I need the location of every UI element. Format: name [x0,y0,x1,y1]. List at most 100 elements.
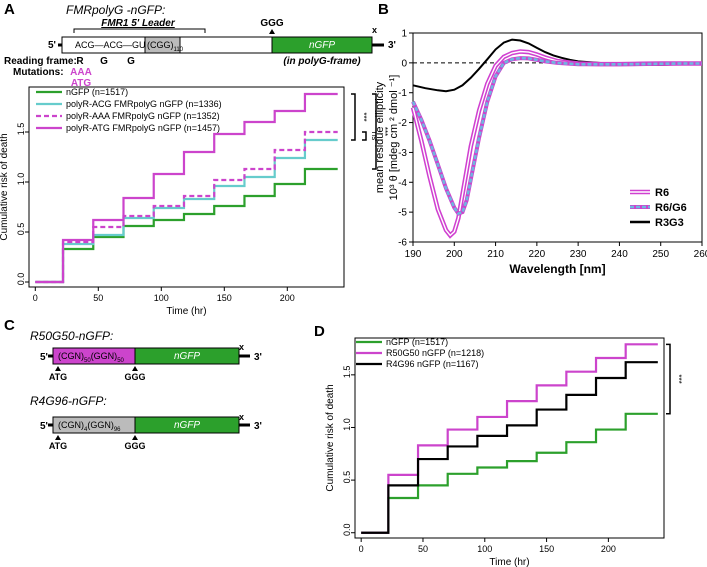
chart-b-y-tick-label: -5 [398,208,407,219]
chart-b-x-tick-label: 200 [446,249,463,260]
chart-a-legend-entry: nGFP (n=1517) [66,87,128,97]
chart-b-x-tick-label: 260 [694,249,707,260]
atg-arrow-c1 [55,366,61,371]
construct-c1: R50G50-nGFP: x 5' (CGN)50(GGN)50 nGFP 3'… [30,329,262,382]
chart-d-x-tick-label: 0 [359,544,364,554]
ngfp-label-c2: nGFP [174,420,200,431]
mutation-aaa: AAA [70,67,92,78]
chart-b-y-axis-label-line2: 10³ θ [mdeg cm ² dmol ⁻¹] [388,75,400,201]
ngfp-box-c2 [134,416,240,434]
ggg-arrow-c2 [132,435,138,440]
chart-a: 0 50 100 150 200 0.0 0.5 1.0 1.5 Time (hr) Cumulat… [0,86,389,317]
chart-b-x-tick-label: 250 [652,249,669,260]
chart-b-x-tick-label: 240 [611,249,628,260]
repeat-text-c2: (CGN)4(GGN)96 [58,420,121,433]
chart-d-legend-entry: R4G96 nGFP (n=1167) [386,359,478,369]
stop-x-c1: x [239,342,244,352]
three-prime-c2: 3' [254,421,262,432]
chart-b-x-axis-label: Wavelength [nm] [509,262,605,276]
chart-b-x-tick-label: 220 [529,249,546,260]
atg-label-c2: ATG [49,441,67,451]
five-prime-a: 5' [48,40,56,51]
in-frame-label: (in polyG-frame) [283,56,361,67]
chart-d-x-tick-label: 200 [601,544,616,554]
cgg-repeat-text: (CGG)110 [147,40,184,53]
chart-a-significance-label: ns [370,132,379,140]
chart-a-significance-label: *** [380,127,389,136]
panel-label-a: A [4,1,15,18]
chart-d-x-tick-label: 100 [477,544,492,554]
chart-a-y-tick-label: 0.0 [16,273,26,286]
chart-a-x-tick-label: 100 [154,293,169,303]
ngfp-box-c1 [134,347,240,365]
frame-letter-3: G [127,56,135,67]
chart-b-legend-entry: R6 [655,187,669,199]
ggg-label-c2: GGG [124,441,145,451]
frame-letter-1: R [76,56,84,67]
chart-a-significance-label: *** [359,112,368,121]
panel-label-d: D [314,323,325,340]
chart-b-x-tick-label: 190 [405,249,422,260]
mutation-atg: ATG [71,78,92,89]
chart-b-y-tick-label: 1 [401,29,407,40]
chart-a-series-line [35,138,338,284]
chart-d-y-tick-label: 1.0 [342,418,352,431]
chart-a-series-line [35,130,338,284]
ggg-label-a: GGG [260,18,284,29]
three-prime-a: 3' [388,40,396,51]
frame-letter-2: G [100,56,108,67]
ngfp-label-a: nGFP [309,40,335,51]
chart-b-y-tick-label: -2 [398,118,407,129]
chart-a-x-tick-label: 200 [280,293,295,303]
chart-b-series-line-inner [411,56,702,216]
leader-bracket [73,28,206,33]
construct-c2: R4G96-nGFP: x 5' (CGN)4(GGN)96 nGFP 3' A… [30,394,262,451]
ngfp-label-c1: nGFP [174,351,200,362]
chart-d-y-tick-label: 0.0 [342,523,352,536]
chart-d-plot-frame [354,337,665,539]
chart-d-x-tick-label: 50 [418,544,428,554]
three-prime-c1: 3' [254,352,262,363]
ggg-arrow-c1 [132,366,138,371]
chart-d: 0 50 100 150 200 0.0 0.5 1.0 1.5 Time (hr) Cumulat… [325,337,683,567]
chart-a-y-tick-label: 0.5 [16,223,26,236]
chart-b-y-axis-label-line1: mean residue ellipticity [374,81,386,193]
chart-d-x-axis-label: Time (hr) [489,557,529,567]
stop-x-c2: x [239,412,244,422]
chart-b-x-tick-label: 230 [570,249,587,260]
chart-a-x-tick-label: 50 [93,293,103,303]
construct-c1-title: R50G50-nGFP: [30,329,113,343]
chart-a-x-tick-label: 150 [217,293,232,303]
chart-b-legend-entry: R3G3 [655,217,684,229]
chart-d-y-axis-label: Cumulative risk of death [325,384,336,491]
construct-a: FMRpolyG -nGFP: FMR1 5' Leader GGG x 5' … [4,3,396,89]
chart-b-legend-entry: R6/G6 [655,202,687,214]
chart-a-y-axis-label: Cumulative risk of death [0,133,10,240]
chart-a-significance-bracket [351,93,356,141]
chart-a-series-line [35,167,338,284]
chart-a-y-tick-label: 1.5 [16,123,26,136]
panel-label-c: C [4,317,15,334]
chart-a-y-tick-label: 1.0 [16,173,26,186]
atg-label-c1: ATG [49,372,67,382]
mutations-label: Mutations: [13,67,64,78]
chart-d-series-line [361,343,658,534]
ggg-label-c1: GGG [124,372,145,382]
chart-b-x-tick-label: 210 [487,249,504,260]
chart-a-significance-bracket [372,93,377,170]
chart-b-plot-frame [412,32,703,243]
repeat-text-c1: (CGN)50(GGN)50 [58,351,125,364]
chart-a-significance-bracket [362,131,367,141]
chart-a-series-line [35,92,338,284]
cgg-repeat-box [144,36,181,54]
ngfp-box-a [271,36,373,54]
chart-d-y-tick-label: 0.5 [342,471,352,484]
panel-label-b: B [378,1,389,18]
chart-d-significance-label: *** [674,374,683,383]
chart-b-y-tick-label: -3 [398,148,407,159]
chart-d-series-line [361,361,658,534]
five-prime-c1: 5' [40,352,48,363]
leader-label: FMR1 5' Leader [101,18,176,29]
atg-arrow-c2 [55,435,61,440]
